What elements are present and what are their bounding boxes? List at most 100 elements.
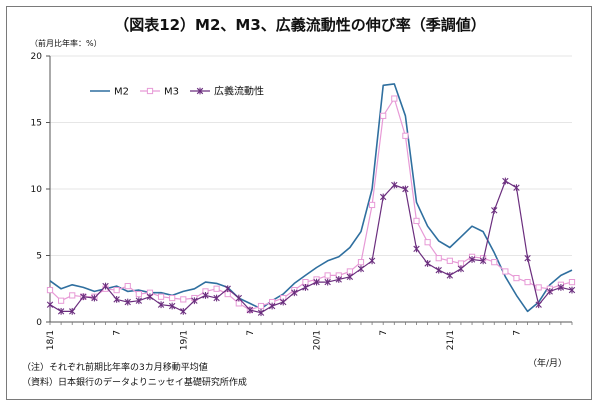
y-axis-unit-label: （前月比年率：%） (30, 39, 102, 48)
legend-label: M2 (114, 87, 129, 98)
chart-note: （注）それぞれ前期比年率の3カ月移動平均値 (22, 363, 208, 373)
data-point (335, 276, 342, 283)
data-point (457, 265, 465, 273)
data-point (313, 278, 320, 286)
data-point (46, 286, 54, 294)
data-point (235, 300, 242, 307)
series-group (46, 83, 576, 317)
data-point (213, 294, 220, 302)
data-point (146, 293, 154, 301)
data-point (196, 87, 204, 95)
data-point (424, 260, 431, 267)
x-tick-label: 18/1 (46, 330, 56, 350)
series-line (49, 97, 573, 311)
series-line (49, 83, 573, 313)
legend-item-broad: 広義流動性 (190, 85, 264, 98)
data-point (368, 201, 376, 209)
data-point (280, 298, 287, 306)
x-tick-label: 19/1 (179, 330, 189, 350)
data-point (346, 268, 353, 275)
data-point (568, 279, 576, 286)
data-point (57, 307, 65, 315)
x-axis-ticks: 18/1 7 19/1 7 20/1 7 21/1 7 (46, 322, 573, 350)
data-point (302, 284, 309, 291)
legend-item-m2: M2 (90, 87, 129, 98)
data-point (435, 255, 442, 262)
data-point (468, 256, 476, 263)
series-broad (46, 177, 576, 317)
x-tick-label: 20/1 (313, 330, 323, 350)
series-line (49, 180, 573, 314)
data-point (557, 284, 565, 291)
data-point (413, 245, 420, 253)
data-point (302, 279, 309, 286)
data-point (202, 292, 209, 299)
data-point (169, 294, 176, 302)
data-point (513, 275, 520, 282)
x-axis-unit-label: （年/月） (528, 359, 568, 369)
data-point (446, 272, 454, 279)
data-point (524, 254, 531, 262)
data-point (391, 95, 398, 102)
data-point (58, 297, 65, 304)
data-point (268, 302, 276, 310)
data-point (513, 184, 520, 192)
x-tick-label: 7 (379, 330, 389, 336)
data-point (524, 279, 531, 286)
data-point (479, 257, 487, 265)
x-tick-label: 7 (246, 330, 256, 336)
data-point (135, 290, 142, 298)
data-point (357, 265, 365, 273)
y-tick-label: 10 (31, 185, 43, 195)
data-point (424, 239, 431, 246)
data-point (69, 292, 76, 299)
data-point (502, 177, 509, 185)
y-tick-label: 5 (36, 252, 42, 262)
data-point (80, 293, 87, 301)
data-point (402, 132, 409, 139)
data-point (46, 301, 54, 309)
data-point (224, 290, 231, 298)
data-point (113, 286, 120, 294)
data-point (324, 272, 331, 279)
y-tick-label: 0 (36, 318, 42, 328)
legend: M2 M3 広義流動性 (90, 85, 264, 98)
data-point (257, 309, 265, 317)
data-point (380, 193, 387, 201)
legend-item-m3: M3 (140, 87, 179, 98)
y-axis-ticks: 0 5 10 15 20 (31, 52, 50, 328)
series-m3 (46, 95, 576, 314)
data-point (491, 206, 498, 214)
data-point (135, 297, 143, 305)
data-point (368, 257, 376, 265)
data-point (357, 259, 365, 266)
data-point (535, 301, 542, 309)
data-point (180, 296, 187, 303)
data-point (380, 112, 387, 119)
data-point (157, 293, 165, 300)
data-point (102, 282, 109, 290)
chart-frame (6, 6, 592, 400)
data-point (246, 306, 254, 314)
data-point (191, 297, 198, 305)
data-point (124, 298, 131, 306)
legend-label: M3 (164, 87, 179, 98)
gridlines (50, 55, 572, 256)
data-point (491, 259, 498, 266)
data-point (235, 294, 242, 302)
y-tick-label: 20 (31, 52, 43, 62)
chart-title: （図表12）M2、M3、広義流動性の伸び率（季調値） (114, 16, 486, 34)
x-tick-label: 7 (113, 330, 123, 336)
data-point (435, 266, 442, 274)
data-point (168, 302, 176, 310)
data-point (568, 286, 576, 294)
data-point (291, 289, 298, 297)
data-point (180, 307, 187, 315)
x-tick-label: 21/1 (446, 330, 456, 350)
data-point (502, 268, 509, 275)
data-point (257, 302, 265, 310)
data-point (346, 273, 354, 281)
data-point (91, 294, 98, 302)
x-tick-label: 7 (512, 330, 522, 336)
